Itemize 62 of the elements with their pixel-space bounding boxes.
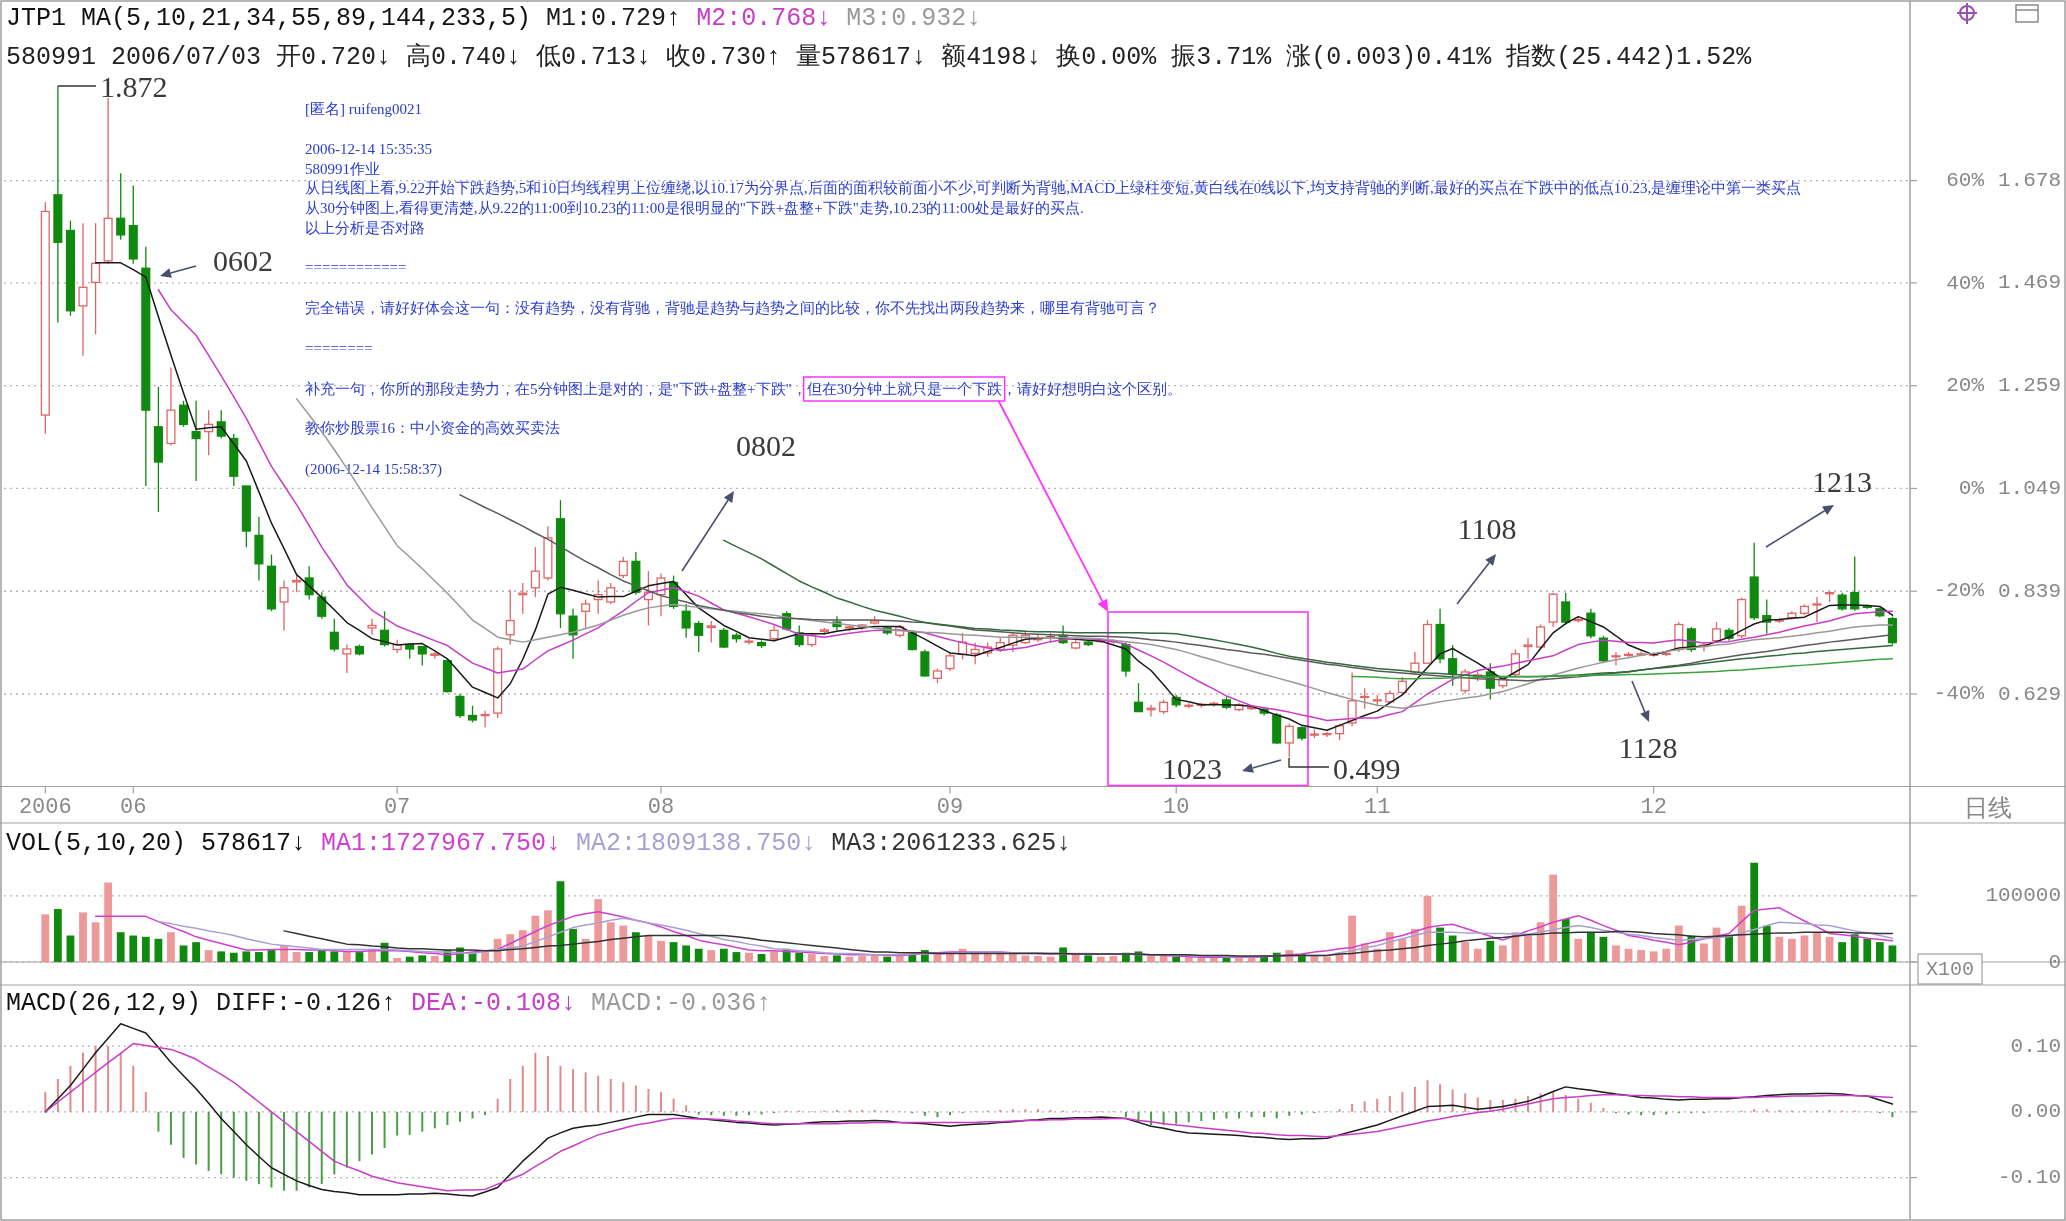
chart-title: VOL(5,10,20) 578617↓: [6, 828, 307, 858]
x-tick-label: 08: [647, 795, 675, 820]
text: MA1:1727967.750↓: [321, 828, 562, 858]
annotation: (2006-12-14 15:58:37): [305, 461, 443, 478]
annotation: 1213: [1812, 464, 1872, 498]
annotation: 从30分钟图上,看得更清楚,从9.22的11:00到10.23的11:00是很明显的"下跌+盘整+下跌"走势,10.23的11:00处是最好的买点.: [305, 200, 1084, 216]
text: M2:0.768↓: [696, 3, 832, 33]
x-tick-label: 06: [120, 795, 147, 820]
x-tick-label: 11: [1364, 795, 1391, 820]
annotation: 580991作业: [305, 161, 380, 177]
y-axis-title: X100: [1925, 957, 1975, 981]
annotation: 0602: [213, 243, 273, 277]
annotation: 以上分析是否对路: [305, 220, 425, 236]
annotation: 1128: [1618, 730, 1678, 764]
text: MA2:1809138.750↓: [576, 828, 817, 858]
text: M3:0.932↓: [846, 3, 982, 33]
text: MA3:2061233.625↓: [831, 828, 1072, 858]
x-tick-label: 10: [1162, 795, 1190, 820]
x-tick-label: 09: [936, 795, 964, 820]
y2-tick-label: 20%: [1946, 374, 1985, 398]
annotation: 补充一句，你所的那段走势力，在5分钟图上是对的，是"下跌+盘整+下跌"，: [305, 381, 807, 397]
chart-title: MACD(26,12,9): [6, 988, 202, 1018]
annotation: 1.872: [100, 69, 168, 103]
y-tick-label: -0.10: [1997, 1166, 2061, 1190]
y2-tick-label: 40%: [1946, 271, 1985, 295]
annotation: 1023: [1162, 751, 1222, 785]
y2-tick-label: 0%: [1958, 476, 1985, 500]
annotation: 教你炒股票16：中小资金的高效买卖法: [305, 420, 560, 436]
y-tick-label: 0.839: [1997, 579, 2061, 603]
y-tick-label: 0: [2048, 950, 2061, 974]
y-tick-label: 0.629: [1997, 682, 2061, 706]
x-tick-label: 2006: [18, 795, 72, 820]
y-tick-label: 100000: [1985, 884, 2061, 908]
annotation: 0.499: [1333, 751, 1401, 785]
text: DEA:-0.108↓: [411, 988, 577, 1018]
text: MACD:-0.036↑: [591, 988, 772, 1018]
annotation: [匿名] ruifeng0021: [305, 101, 423, 117]
annotation: ============: [305, 259, 407, 275]
annotation: 2006-12-14 15:35:35: [305, 141, 433, 157]
y-tick-label: 1.678: [1997, 169, 2061, 193]
x-tick-label: 07: [383, 795, 411, 820]
annotation: 完全错误，请好好体会这一句：没有趋势，没有背驰，背驰是趋势与趋势之间的比较，你不先找出两段趋势来，哪里有背驰可言？: [305, 300, 1160, 316]
x-tick-label: 12: [1640, 795, 1667, 820]
text: M1:0.729↑: [546, 3, 682, 33]
y2-tick-label: -20%: [1933, 579, 1985, 603]
annotation: ========: [305, 340, 373, 356]
y-tick-label: 1.469: [1997, 271, 2061, 295]
y-tick-label: 1.259: [1997, 374, 2061, 398]
x-axis-title: 日线: [1964, 794, 2012, 821]
annotation: 但在30分钟上就只是一个下跌: [806, 381, 1002, 397]
y-tick-label: 1.049: [1997, 476, 2061, 500]
annotation: 从日线图上看,9.22开始下跌趋势,5和10日均线程男上位缠绕,以10.17为分界点,后面的面积较前面小不少,可判断为背驰,MACD上绿柱变短,黄白线在0线以下,均支持背驰的判断,最好的买点在下跌中的低点10.23,是缠理论中第一类买点: [305, 180, 1802, 196]
text: DIFF:-0.126↑: [216, 988, 397, 1018]
y-tick-label: 0.00: [2010, 1100, 2061, 1124]
annotation: ，请好好想明白这个区别。: [1001, 381, 1182, 397]
text: 580991 2006/07/03 开0.720↓ 高0.740↓ 低0.713↓ 收0.730↑ 量578617↓ 额4198↓ 换0.00% 振3.71% 涨(0.003)0.41% 指数(25.442)1.52%: [6, 41, 1753, 72]
annotation: 1108: [1457, 511, 1517, 545]
annotation: 0802: [736, 428, 796, 462]
chart-title: JTP1 MA(5,10,21,34,55,89,144,233,5): [6, 3, 532, 33]
y2-tick-label: 60%: [1946, 168, 1985, 192]
y2-tick-label: -40%: [1933, 682, 1985, 706]
y-tick-label: 0.10: [2010, 1034, 2061, 1058]
